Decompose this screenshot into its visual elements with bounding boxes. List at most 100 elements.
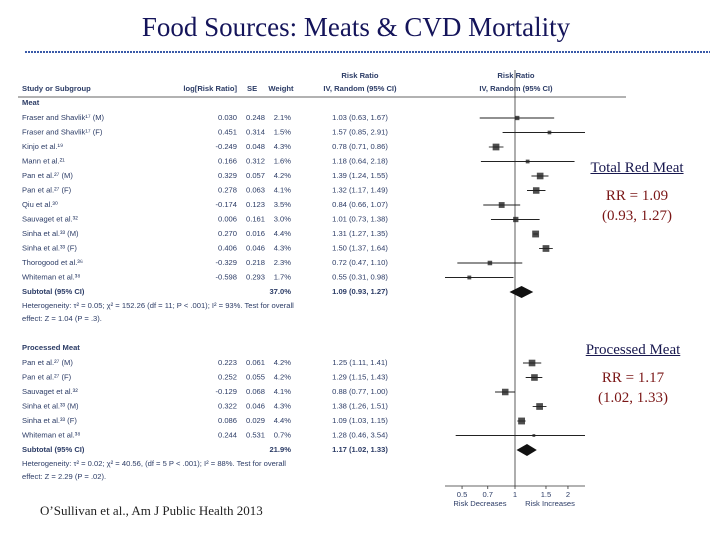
se: 0.161 xyxy=(246,215,265,224)
study-name: Pan et al.²⁷ (F) xyxy=(22,186,72,195)
study-name: Sinha et al.³³ (F) xyxy=(22,416,77,425)
study-marker xyxy=(467,275,472,280)
weight: 4.2% xyxy=(274,171,292,180)
weight: 4.3% xyxy=(274,244,292,253)
se: 0.531 xyxy=(246,431,265,440)
ci-label: 0.88 (0.77, 1.00) xyxy=(332,387,388,396)
study-name: Pan et al.²⁷ (M) xyxy=(22,171,73,180)
header-study: Study or Subgroup xyxy=(22,84,91,93)
study-name: Whiteman et al.³⁸ xyxy=(22,273,81,282)
group-name: Meat xyxy=(22,98,40,107)
log-rr: 0.270 xyxy=(218,229,237,238)
study-name: Pan et al.²⁷ (F) xyxy=(22,373,72,382)
annotation-line: RR = 1.17 xyxy=(601,370,665,386)
weight: 4.4% xyxy=(274,416,292,425)
se: 0.312 xyxy=(246,157,265,166)
subtotal-weight: 37.0% xyxy=(269,287,291,296)
ci-label: 1.29 (1.15, 1.43) xyxy=(332,373,388,382)
heterogeneity: effect: Z = 2.29 (P = .02). xyxy=(22,472,106,481)
study-marker xyxy=(518,417,526,425)
heterogeneity: Heterogeneity: τ² = 0.05; χ² = 152.26 (d… xyxy=(22,301,294,310)
annotation-heading: Processed Meat xyxy=(585,342,681,358)
ci-label: 1.32 (1.17, 1.49) xyxy=(332,186,388,195)
study-marker xyxy=(532,434,536,437)
ci-label: 1.50 (1.37, 1.64) xyxy=(332,244,388,253)
weight: 4.2% xyxy=(274,373,292,382)
study-marker xyxy=(531,374,538,381)
x-tick-label: 0.5 xyxy=(457,490,468,499)
ci-label: 1.25 (1.11, 1.41) xyxy=(332,358,388,367)
log-rr: -0.129 xyxy=(215,387,237,396)
weight: 4.4% xyxy=(274,229,292,238)
log-rr: 0.278 xyxy=(218,186,237,195)
log-rr: 0.223 xyxy=(218,358,237,367)
study-marker xyxy=(513,216,519,223)
annotation: Total Red Meat RR = 1.09 (0.93, 1.27) xyxy=(590,158,684,226)
subtotal-diamond xyxy=(516,444,537,456)
x-tick-label: 1 xyxy=(513,490,517,499)
axis-label: Risk Increases xyxy=(525,499,575,508)
se: 0.123 xyxy=(246,200,265,209)
study-marker xyxy=(532,230,540,238)
study-marker xyxy=(528,359,536,367)
study-name: Sinha et al.³³ (F) xyxy=(22,244,77,253)
study-name: Fraser and Shavlik¹⁷ (M) xyxy=(22,113,105,122)
source: O’Sullivan et al., Am J Public Health 20… xyxy=(40,503,263,518)
annotation-heading: Total Red Meat xyxy=(590,160,684,176)
x-tick-label: 2 xyxy=(566,490,570,499)
weight: 3.5% xyxy=(274,200,292,209)
log-rr: -0.329 xyxy=(215,258,237,267)
study-name: Sauvaget et al.³² xyxy=(22,215,78,224)
heterogeneity: Heterogeneity: τ² = 0.02; χ² = 40.56, (d… xyxy=(22,459,286,468)
weight: 0.7% xyxy=(274,431,292,440)
se: 0.046 xyxy=(246,402,265,411)
weight: 4.3% xyxy=(274,142,292,151)
ci-label: 1.18 (0.64, 2.18) xyxy=(332,157,388,166)
weight: 4.3% xyxy=(274,402,292,411)
weight: 1.5% xyxy=(274,128,292,137)
study-name: Thorogood et al.³⁶ xyxy=(22,258,83,267)
subtotal-diamond xyxy=(509,286,534,298)
weight: 1.7% xyxy=(274,273,292,282)
ci-label: 1.38 (1.26, 1.51) xyxy=(332,402,388,411)
annotation: Processed Meat RR = 1.17 (1.02, 1.33) xyxy=(568,340,698,408)
study-name: Fraser and Shavlik¹⁷ (F) xyxy=(22,128,103,137)
header-log: log[Risk Ratio] xyxy=(183,84,237,93)
header-plot: IV, Random (95% CI) xyxy=(479,84,553,93)
study-name: Mann et al.²¹ xyxy=(22,157,65,166)
se: 0.057 xyxy=(246,171,265,180)
log-rr: 0.086 xyxy=(218,416,237,425)
heterogeneity: effect: Z = 1.04 (P = .3). xyxy=(22,314,102,323)
log-rr: 0.006 xyxy=(218,215,237,224)
study-name: Pan et al.²⁷ (M) xyxy=(22,358,73,367)
subtotal-ci: 1.17 (1.02, 1.33) xyxy=(332,445,388,454)
study-marker xyxy=(536,172,544,180)
log-rr: -0.174 xyxy=(215,200,237,209)
weight: 3.0% xyxy=(274,215,292,224)
log-rr: 0.166 xyxy=(218,157,237,166)
study-marker xyxy=(532,187,540,194)
ci-label: 1.03 (0.63, 1.67) xyxy=(332,113,388,122)
weight: 4.2% xyxy=(274,358,292,367)
weight: 4.1% xyxy=(274,387,292,396)
study-marker xyxy=(536,403,543,410)
se: 0.048 xyxy=(246,142,265,151)
study-name: Sinha et al.³³ (M) xyxy=(22,402,79,411)
ci-label: 1.39 (1.24, 1.55) xyxy=(332,171,388,180)
study-marker xyxy=(547,130,552,135)
header-plot: Risk Ratio xyxy=(497,71,534,80)
ci-label: 1.01 (0.73, 1.38) xyxy=(332,215,388,224)
log-rr: 0.252 xyxy=(218,373,237,382)
subtotal-label: Subtotal (95% CI) xyxy=(22,287,85,296)
subtotal-weight: 21.9% xyxy=(269,445,291,454)
ci-label: 0.55 (0.31, 0.98) xyxy=(332,273,388,282)
x-tick-label: 0.7 xyxy=(482,490,493,499)
study-marker xyxy=(542,245,550,252)
ci-label: 0.84 (0.66, 1.07) xyxy=(332,200,388,209)
study-name: Qiu et al.³⁰ xyxy=(22,200,58,209)
axis-label: Risk Decreases xyxy=(453,499,506,508)
subtotal-label: Subtotal (95% CI) xyxy=(22,445,85,454)
weight: 1.6% xyxy=(274,157,292,166)
se: 0.068 xyxy=(246,387,265,396)
log-rr: 0.406 xyxy=(218,244,237,253)
